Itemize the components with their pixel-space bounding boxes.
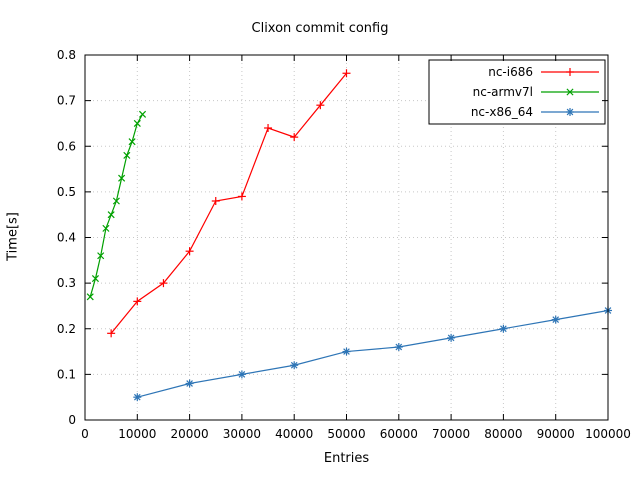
- legend-label: nc-armv7l: [473, 85, 533, 99]
- cross-marker: [107, 211, 115, 219]
- x-tick-label: 0: [81, 427, 89, 441]
- y-tick-label: 0.3: [57, 276, 76, 290]
- asterisk-marker: [566, 108, 574, 116]
- cross-marker: [118, 174, 126, 182]
- cross-marker: [91, 275, 100, 283]
- asterisk-marker: [290, 361, 298, 369]
- legend-sample: [541, 108, 599, 116]
- x-tick-label: 70000: [432, 427, 470, 441]
- y-tick-label: 0.4: [57, 231, 76, 245]
- y-tick-label: 0.2: [57, 322, 76, 336]
- tick-labels: 0 10000 20000 30000 40000 50000 60000 70000 8000…: [57, 48, 631, 441]
- y-tick-label: 0.1: [57, 367, 76, 381]
- y-tick-label: 0.7: [57, 94, 76, 108]
- x-tick-label: 20000: [171, 427, 209, 441]
- cross-marker: [112, 197, 120, 205]
- cross-marker: [102, 224, 110, 232]
- cross-marker: [86, 293, 94, 301]
- series-nc-i686: [107, 69, 351, 338]
- series-nc-armv7l: [86, 110, 147, 301]
- cross-marker: [128, 138, 136, 146]
- legend: nc-i686 nc-armv7l nc-x86_64: [428, 59, 606, 125]
- asterisk-marker: [552, 316, 560, 323]
- cross-marker: [133, 119, 141, 127]
- y-tick-label: 0.5: [57, 185, 76, 199]
- y-tick-label: 0.8: [57, 48, 76, 62]
- asterisk-marker: [447, 334, 455, 342]
- series-nc-x86_64: [133, 306, 612, 402]
- series-line: [137, 309, 609, 398]
- cross-marker: [566, 88, 574, 96]
- x-tick-label: 30000: [223, 427, 261, 441]
- y-tick-label: 0.6: [57, 139, 76, 153]
- legend-sample: [541, 68, 599, 76]
- legend-sample: [541, 88, 599, 96]
- legend-label: nc-i686: [488, 65, 533, 79]
- x-tick-label: 50000: [327, 427, 365, 441]
- x-tick-label: 40000: [275, 427, 313, 441]
- x-tick-label: 90000: [537, 427, 575, 441]
- asterisk-marker: [343, 348, 350, 355]
- asterisk-marker: [133, 393, 141, 401]
- y-tick-label: 0: [68, 413, 76, 427]
- x-tick-label: 60000: [380, 427, 418, 441]
- x-tick-label: 10000: [118, 427, 156, 441]
- series-line: [110, 72, 347, 334]
- asterisk-marker: [238, 371, 246, 378]
- cross-marker: [123, 151, 131, 159]
- cross-marker: [138, 110, 147, 118]
- x-tick-label: 80000: [484, 427, 522, 441]
- cross-marker: [97, 252, 105, 260]
- asterisk-marker: [500, 325, 507, 333]
- asterisk-marker: [395, 343, 403, 351]
- axes: [84, 54, 609, 421]
- series-line: [89, 114, 144, 297]
- chart-title: Clixon commit config: [251, 21, 389, 36]
- asterisk-marker: [186, 380, 193, 387]
- y-axis-label: Time[s]: [5, 212, 21, 261]
- x-tick-label: 100000: [585, 427, 631, 441]
- x-axis-label: Entries: [323, 451, 370, 466]
- legend-label: nc-x86_64: [471, 105, 533, 119]
